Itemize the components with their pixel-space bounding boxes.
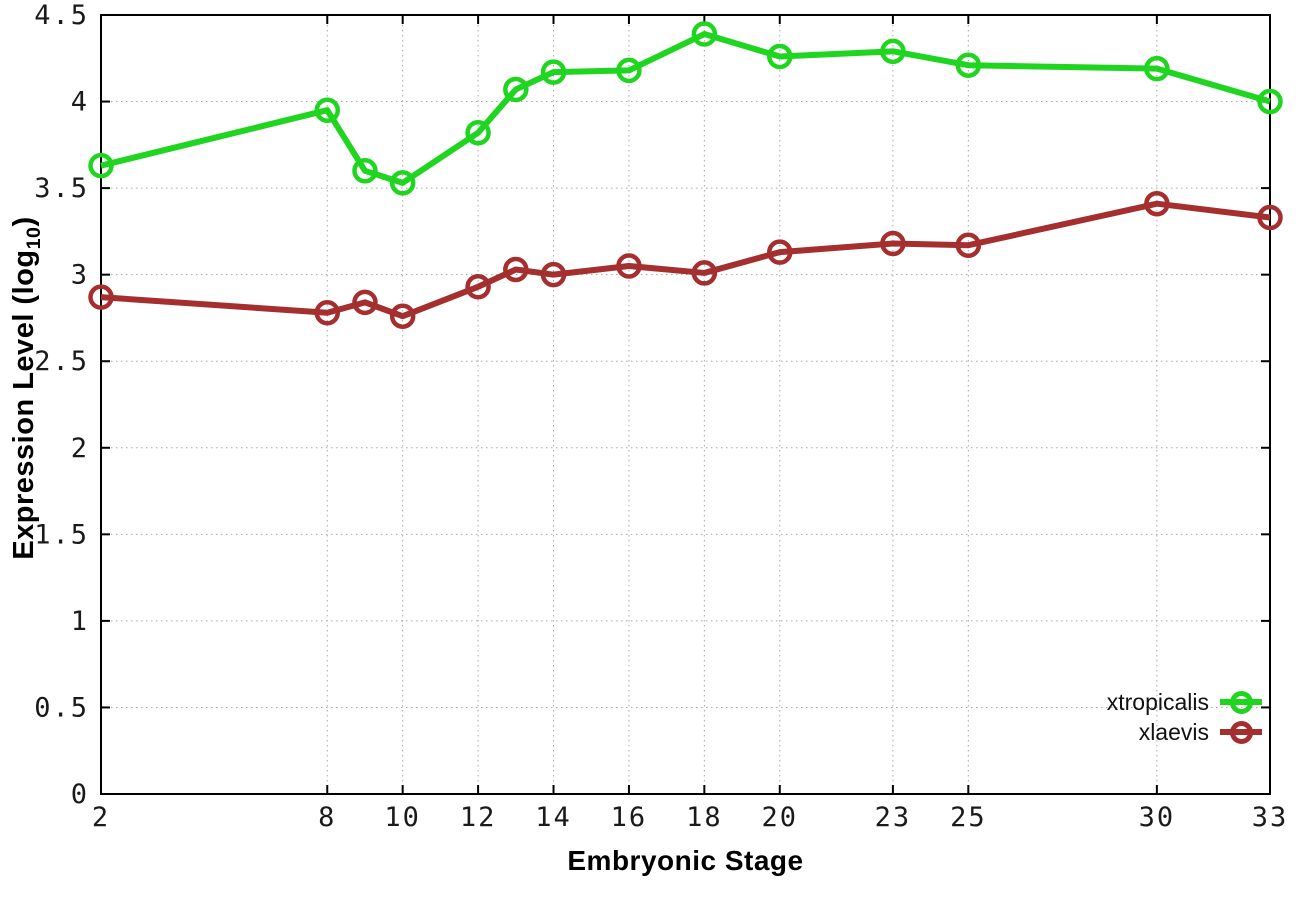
legend-sample-line-icon: [1220, 688, 1262, 716]
gridlines: [101, 15, 1270, 794]
data-point-xtropicalis-stage-10: [389, 170, 416, 196]
data-point-xlaevis-stage-18: [691, 260, 718, 286]
data-point-xtropicalis-stage-9: [352, 158, 378, 184]
data-point-xtropicalis-stage-14: [540, 59, 567, 85]
data-point-xlaevis-stage-33: [1257, 204, 1283, 231]
legend-point-marker-icon: [1229, 720, 1253, 744]
x-tick-label: 33: [1252, 802, 1289, 833]
x-tick-label: 25: [950, 802, 987, 833]
x-tick-label: 30: [1139, 802, 1176, 833]
x-tick-label: 8: [318, 802, 336, 833]
y-tick-label: 1.5: [34, 519, 89, 550]
plot-border: [100, 14, 1271, 795]
data-point-xtropicalis-stage-13: [503, 76, 529, 103]
data-point-xlaevis-stage-20: [767, 239, 793, 265]
x-tick-label: 12: [460, 802, 497, 833]
data-point-xtropicalis-stage-20: [767, 43, 793, 70]
data-point-xtropicalis-stage-25: [955, 52, 982, 78]
x-axis-label: Embryonic Stage: [567, 845, 804, 876]
y-tick-label: 4: [71, 87, 89, 118]
legend-label: xlaevis: [1138, 718, 1209, 745]
data-point-xlaevis-stage-25: [955, 232, 982, 258]
y-tick-label: 0.5: [34, 692, 89, 723]
y-axis-label: Expression Level (log10): [8, 216, 46, 559]
y-tick-label: 4.5: [34, 0, 89, 31]
legend-label: xtropicalis: [1106, 688, 1209, 715]
data-point-xlaevis-stage-10: [389, 303, 416, 329]
y-tick-label: 0: [71, 779, 89, 810]
data-point-xlaevis-stage-13: [503, 256, 529, 283]
data-point-xtropicalis-stage-23: [880, 38, 906, 65]
data-point-xlaevis-stage-9: [352, 289, 378, 316]
legend: xtropicalis xlaevis: [1107, 687, 1262, 747]
x-tick-label: 16: [611, 802, 648, 833]
y-axis-label-text: Expression Level (log: [8, 249, 41, 560]
y-axis-label-subscript: 10: [22, 226, 45, 250]
data-point-xlaevis-stage-12: [465, 274, 491, 300]
y-axis-label-close: ): [8, 216, 41, 227]
data-point-xtropicalis-stage-18: [691, 21, 718, 47]
x-tick-label: 10: [384, 802, 421, 833]
series-points-xtropicalis: [88, 21, 1283, 196]
data-point-xlaevis-stage-8: [314, 300, 341, 326]
x-tick-label: 23: [875, 802, 912, 833]
series-line-xlaevis: [100, 200, 1271, 320]
series-line-xtropicalis: [100, 31, 1271, 186]
axis-ticks: [100, 14, 1271, 795]
data-point-xlaevis-stage-14: [540, 261, 567, 288]
data-point-xtropicalis-stage-8: [314, 97, 341, 123]
data-point-xtropicalis-stage-2: [88, 152, 114, 179]
y-tick-label: 1: [71, 606, 89, 637]
data-point-xlaevis-stage-23: [880, 230, 906, 257]
data-point-xtropicalis-stage-30: [1144, 55, 1170, 82]
data-point-xtropicalis-stage-16: [616, 57, 642, 84]
x-tick-label: 18: [686, 802, 723, 833]
data-point-xlaevis-stage-2: [88, 284, 114, 310]
y-tick-labels: 0 0.5 1 1.5 2 2.5 3 3.5 4 4.5: [34, 0, 89, 810]
legend-point-marker-icon: [1229, 690, 1253, 714]
data-point-xlaevis-stage-30: [1144, 190, 1170, 217]
legend-item-xtropicalis: xtropicalis: [1107, 687, 1262, 717]
legend-item-xlaevis: xlaevis: [1107, 717, 1262, 747]
data-point-xtropicalis-stage-33: [1257, 88, 1283, 115]
series-points-xlaevis: [88, 190, 1283, 329]
data-point-xtropicalis-stage-12: [465, 119, 491, 146]
data-point-xlaevis-stage-16: [616, 253, 642, 279]
legend-sample-line-icon: [1220, 718, 1262, 746]
x-tick-labels: 2 8 10 12 14 16 18 20 23 25 30 33: [92, 802, 1289, 833]
y-tick-label: 3.5: [34, 173, 89, 204]
y-tick-label: 3: [71, 260, 89, 291]
y-tick-label: 2: [71, 433, 89, 464]
y-tick-label: 2.5: [34, 346, 89, 377]
x-tick-label: 14: [535, 802, 572, 833]
x-tick-label: 20: [762, 802, 799, 833]
x-tick-label: 2: [92, 802, 110, 833]
